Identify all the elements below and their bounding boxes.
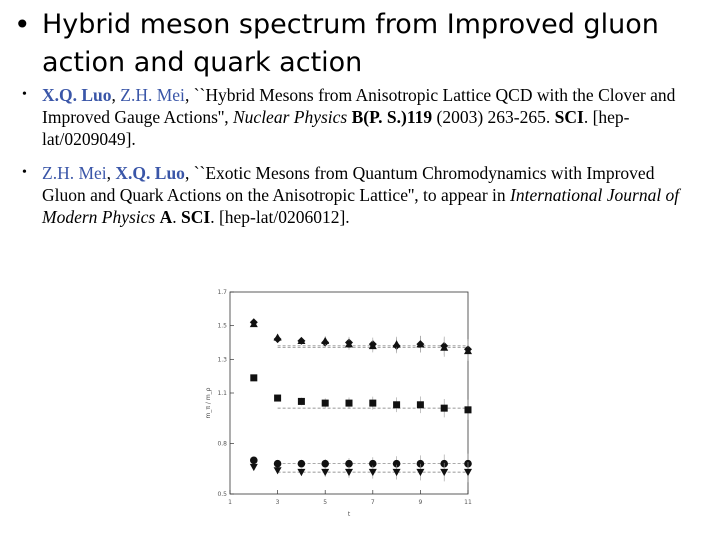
- data-point-triangle-up: [440, 343, 449, 351]
- reference-bullet: •: [22, 87, 27, 102]
- x-tick-label: 5: [323, 499, 327, 506]
- reference-pages: (2003) 263-265.: [432, 107, 555, 127]
- y-tick-label: 0.5: [217, 491, 227, 498]
- reference-author: X.Q. Luo: [115, 163, 185, 183]
- reference-title: ``Exotic Mesons from Quantum Chromodynam…: [42, 163, 655, 205]
- data-point-triangle-up: [416, 340, 425, 348]
- data-point-circle: [392, 459, 401, 468]
- data-point-circle: [321, 459, 329, 468]
- reference-text: Z.H. Mei, X.Q. Luo, ``Exotic Mesons from…: [42, 162, 692, 228]
- y-tick-label: 1.7: [217, 289, 227, 296]
- x-tick-label: 7: [371, 499, 375, 506]
- reference-arxiv: . [hep-lat/0209049].: [42, 107, 630, 149]
- data-point-triangle-down: [464, 468, 472, 477]
- reference-separator: ,: [184, 85, 194, 105]
- data-point-circle: [273, 459, 282, 468]
- reference-author: X.Q. Luo: [42, 85, 112, 105]
- y-tick-label: 0.8: [217, 441, 227, 448]
- data-point-triangle-up: [297, 336, 306, 345]
- data-point-triangle-down: [345, 468, 353, 477]
- reference-title: ``Hybrid Mesons from Anisotropic Lattice…: [42, 85, 676, 127]
- data-point-circle: [297, 459, 306, 468]
- hybrid-meson-mass-plot: 1 3 5 7 9 11 0.5 0.8 1.1 1.3 1.5 1.7 t m_π / m_ρ: [205, 289, 472, 518]
- reference-pages: .: [172, 207, 182, 227]
- y-tick-label: 1.1: [217, 390, 227, 397]
- y-tick-label: 1.3: [217, 356, 227, 363]
- data-point-triangle-down: [321, 468, 330, 477]
- data-point-square: [464, 406, 472, 414]
- x-tick-label: 11: [464, 499, 472, 506]
- reference-volume: A: [159, 207, 173, 227]
- reference-volume: B(P. S.)119: [351, 107, 433, 127]
- y-tick-label: 1.5: [217, 323, 227, 330]
- data-point-circle: [416, 459, 425, 468]
- data-point-triangle-down: [416, 468, 425, 477]
- data-point-triangle-down: [273, 467, 282, 475]
- data-point-triangle-down: [368, 468, 377, 477]
- reference-arxiv: . [hep-lat/0206012].: [210, 207, 350, 227]
- data-point-triangle-up: [368, 341, 377, 350]
- data-point-triangle-down: [297, 468, 306, 477]
- data-point-triangle-up: [273, 333, 282, 341]
- slide-title: Hybrid meson spectrum from Improved gluo…: [42, 9, 659, 78]
- data-point-triangle-down: [249, 463, 258, 472]
- data-point-square: [416, 401, 424, 409]
- data-point-square: [369, 399, 377, 407]
- data-point-triangle-down: [392, 468, 401, 477]
- data-point-square: [321, 399, 329, 407]
- data-point-square: [440, 404, 448, 412]
- reference-journal: International Journal of Modern Physics: [42, 185, 680, 227]
- reference-journal: Nuclear Physics: [233, 107, 348, 127]
- title-bullet: •: [14, 8, 31, 41]
- data-point-square: [297, 397, 305, 405]
- x-axis-label: t: [348, 511, 351, 518]
- data-point-triangle-up: [345, 340, 353, 348]
- reference-text: X.Q. Luo, Z.H. Mei, ``Hybrid Mesons from…: [42, 84, 692, 150]
- data-point-triangle-up: [321, 336, 330, 345]
- y-axis-label: m_π / m_ρ: [205, 387, 212, 418]
- data-point-square: [250, 374, 258, 382]
- x-tick-label: 9: [418, 499, 422, 506]
- reference-separator: ,: [184, 163, 194, 183]
- reference-separator: ,: [111, 85, 121, 105]
- reference-index: SCI: [554, 107, 584, 127]
- data-point-triangle-up: [249, 319, 258, 328]
- reference-separator: ,: [106, 163, 116, 183]
- data-point-square: [345, 399, 353, 407]
- data-point-circle: [250, 456, 258, 465]
- reference-author: Z.H. Mei: [120, 85, 185, 105]
- reference-index: SCI: [181, 207, 211, 227]
- x-tick-label: 3: [276, 499, 280, 506]
- data-point-square: [274, 394, 282, 402]
- reference-bullet: •: [22, 165, 27, 180]
- reference-author: Z.H. Mei: [42, 163, 107, 183]
- data-point-triangle-up: [392, 340, 401, 348]
- data-point-triangle-up: [464, 346, 472, 355]
- data-point-circle: [345, 459, 353, 468]
- data-point-circle: [369, 459, 377, 468]
- x-tick-label: 1: [228, 499, 232, 506]
- data-point-triangle-down: [440, 468, 449, 477]
- data-point-square: [393, 401, 401, 409]
